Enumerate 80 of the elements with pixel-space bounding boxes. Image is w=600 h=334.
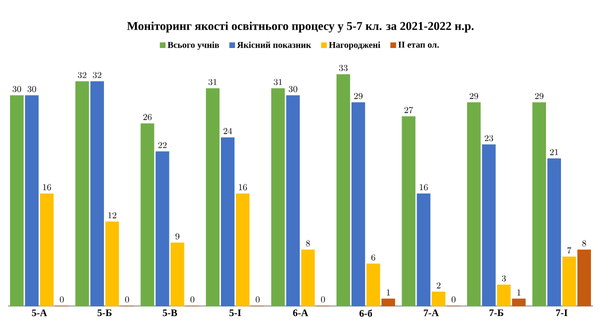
bar bbox=[497, 284, 511, 306]
x-tick-label: 6-б bbox=[359, 310, 372, 317]
data-label: 29 bbox=[354, 92, 363, 100]
data-label: 22 bbox=[158, 142, 167, 148]
data-label: 0 bbox=[452, 296, 456, 303]
bar bbox=[562, 256, 576, 306]
data-label: 0 bbox=[321, 296, 325, 303]
bar bbox=[140, 123, 154, 306]
data-label: 16 bbox=[43, 184, 52, 190]
x-tick-label: 7-І bbox=[556, 310, 568, 316]
x-tick-label: 5-І bbox=[230, 310, 241, 316]
bar bbox=[286, 95, 300, 306]
data-label: 9 bbox=[176, 233, 180, 240]
data-label: 3 bbox=[502, 275, 506, 282]
data-label: 12 bbox=[108, 212, 116, 218]
legend-label: Нагороджені bbox=[328, 42, 380, 50]
data-label: 30 bbox=[288, 86, 298, 92]
data-label: 29 bbox=[535, 92, 544, 100]
bar bbox=[301, 250, 315, 306]
bar bbox=[577, 250, 591, 306]
data-label: 33 bbox=[339, 64, 348, 72]
data-label: 32 bbox=[78, 72, 86, 78]
data-label: 0 bbox=[125, 296, 130, 303]
bar bbox=[532, 102, 546, 306]
data-label: 8 bbox=[306, 240, 310, 246]
bar bbox=[432, 292, 446, 306]
bar bbox=[416, 193, 430, 306]
data-label: 24 bbox=[224, 128, 232, 134]
bar bbox=[381, 298, 396, 306]
data-label: 0 bbox=[256, 296, 260, 303]
bar bbox=[271, 88, 285, 306]
bar bbox=[105, 222, 119, 306]
bar bbox=[236, 193, 250, 306]
bar bbox=[366, 264, 380, 306]
bar bbox=[467, 102, 481, 306]
bar bbox=[40, 193, 54, 306]
x-tick-label: 5-В bbox=[162, 310, 178, 316]
data-label: 16 bbox=[238, 184, 247, 190]
data-label: 2 bbox=[436, 282, 440, 288]
data-label: 7 bbox=[567, 247, 572, 254]
legend-label: Всього учнів bbox=[168, 42, 220, 50]
data-label: 8 bbox=[582, 240, 586, 246]
data-label: 6 bbox=[371, 254, 376, 260]
data-label: 21 bbox=[550, 149, 558, 156]
bar bbox=[170, 242, 184, 306]
data-label: 26 bbox=[143, 114, 152, 120]
data-label: 29 bbox=[470, 92, 478, 100]
x-tick-label: 7-Б bbox=[489, 310, 504, 316]
data-label: 32 bbox=[92, 72, 102, 78]
bar bbox=[351, 102, 366, 306]
data-label: 31 bbox=[274, 78, 282, 86]
bar bbox=[90, 81, 104, 306]
bar bbox=[482, 144, 496, 306]
chart-title: Моніторинг якості освітнього процесу у 5-7 кл. за 2021-2022 н.р. bbox=[127, 22, 474, 32]
legend-label: ІІ етап ол. bbox=[398, 42, 439, 48]
data-label: 1 bbox=[386, 289, 390, 296]
data-label: 30 bbox=[28, 86, 36, 92]
data-label: 23 bbox=[484, 135, 494, 142]
bar bbox=[25, 95, 39, 306]
data-label: 27 bbox=[404, 106, 414, 114]
legend-label: Якісний показник bbox=[237, 42, 312, 48]
bar bbox=[547, 158, 561, 306]
bar bbox=[336, 74, 350, 306]
bar bbox=[402, 116, 416, 306]
x-tick-label: 6-А bbox=[293, 310, 308, 316]
bar bbox=[156, 151, 170, 306]
x-tick-label: 7-А bbox=[424, 310, 439, 316]
data-label: 0 bbox=[60, 296, 64, 303]
bar bbox=[10, 95, 24, 306]
data-label: 0 bbox=[190, 296, 194, 303]
bar bbox=[220, 137, 235, 306]
data-label: 16 bbox=[420, 184, 428, 190]
bar bbox=[512, 298, 526, 306]
bar bbox=[206, 88, 220, 306]
x-tick-label: 5-А bbox=[32, 310, 48, 316]
bar bbox=[75, 81, 89, 306]
x-tick-label: 5-Б bbox=[98, 310, 112, 316]
data-label: 31 bbox=[208, 78, 217, 86]
data-label: 30 bbox=[12, 86, 22, 92]
data-label: 1 bbox=[517, 289, 520, 296]
